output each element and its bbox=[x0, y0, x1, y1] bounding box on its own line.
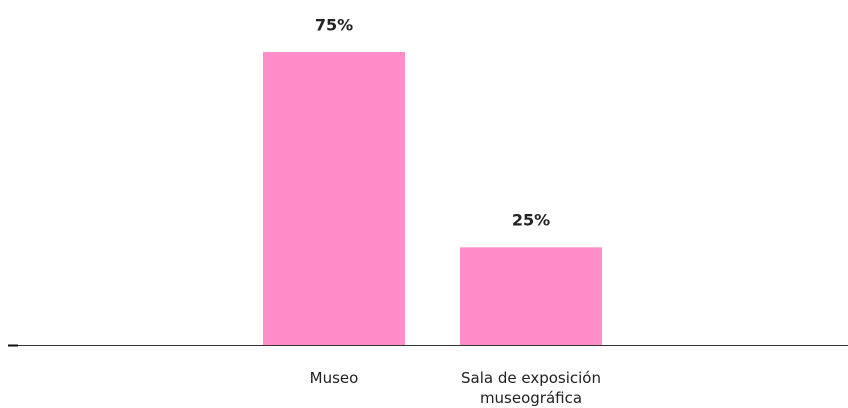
value-label: 75% bbox=[314, 15, 354, 35]
bar bbox=[460, 247, 602, 345]
x-tick-label: Museo bbox=[309, 369, 359, 387]
value-label: 25% bbox=[511, 210, 551, 230]
x-tick-label: Sala de exposición museográfica bbox=[461, 369, 601, 407]
bar bbox=[263, 52, 405, 345]
